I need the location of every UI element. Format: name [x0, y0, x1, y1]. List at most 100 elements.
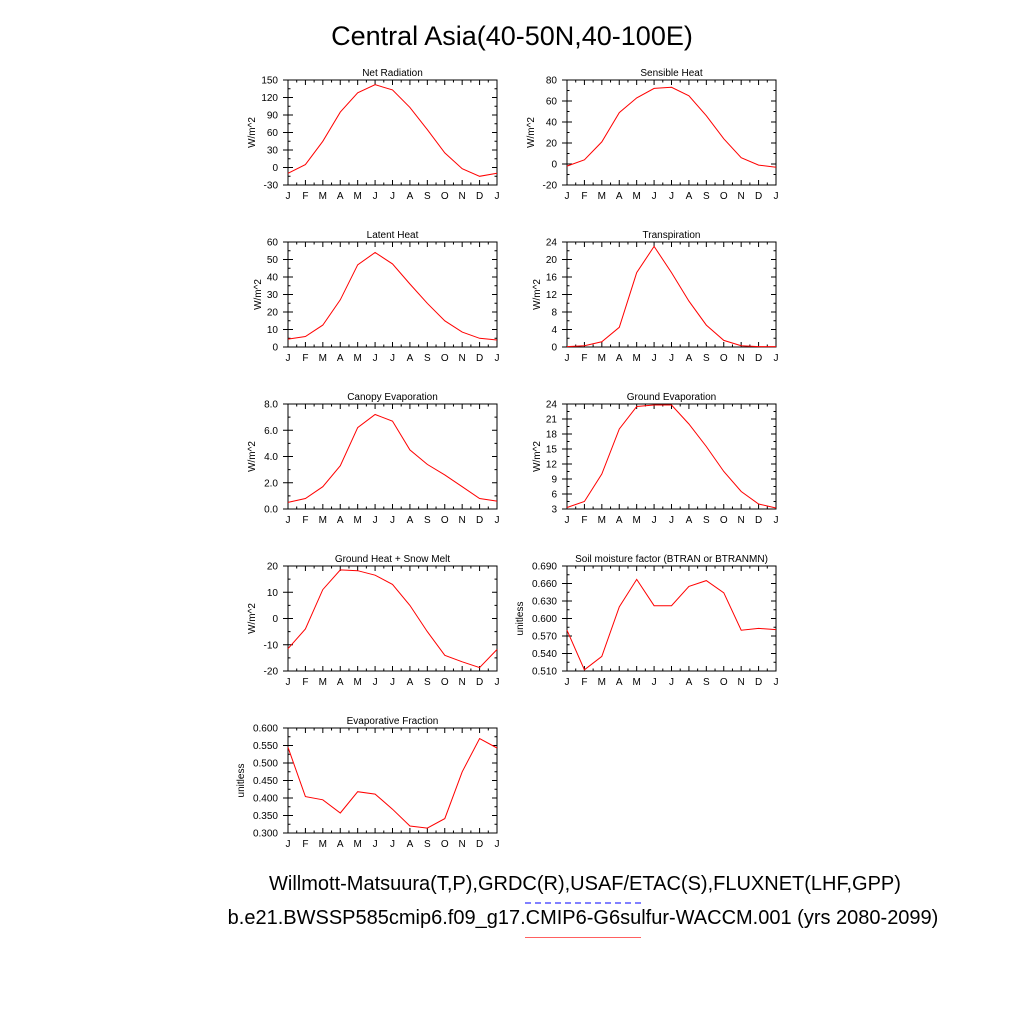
plot-frame	[566, 565, 777, 672]
x-tick-label: S	[703, 191, 710, 202]
data-point	[775, 507, 777, 509]
x-tick-label: A	[616, 515, 623, 526]
data-point	[478, 175, 480, 177]
x-tick-label: M	[319, 839, 327, 850]
y-axis-label: unitless	[515, 602, 526, 636]
x-tick-label: F	[581, 677, 587, 688]
y-tick-label: 0	[551, 343, 557, 354]
y-tick-label: 40	[267, 273, 279, 284]
series-line	[566, 86, 777, 168]
x-tick-label: M	[353, 839, 361, 850]
data-point	[444, 320, 446, 322]
x-tick-label: J	[286, 677, 291, 688]
y-tick-label: 10	[267, 588, 279, 599]
x-tick-label: O	[720, 515, 728, 526]
panel-title: Transpiration	[643, 230, 701, 241]
y-tick-label: 3	[551, 505, 557, 516]
x-tick-label: J	[495, 677, 500, 688]
y-axis-label: W/m^2	[526, 117, 537, 148]
x-tick-label: S	[424, 839, 431, 850]
y-tick-label: 50	[267, 255, 279, 266]
data-point	[461, 331, 463, 333]
data-point	[391, 420, 393, 422]
y-tick-label: 0.550	[253, 741, 278, 752]
data-point	[688, 423, 690, 425]
x-tick-label: D	[755, 677, 762, 688]
panel-title: Evaporative Fraction	[347, 716, 439, 727]
x-tick-label: A	[616, 191, 623, 202]
data-point	[670, 604, 672, 606]
data-point	[356, 791, 358, 793]
x-tick-label: M	[353, 353, 361, 364]
x-tick-label: J	[495, 515, 500, 526]
y-tick-label: 90	[267, 111, 279, 122]
x-tick-label: D	[476, 839, 483, 850]
x-tick-label: J	[669, 677, 674, 688]
data-point	[339, 464, 341, 466]
x-tick-label: M	[319, 515, 327, 526]
data-point	[409, 825, 411, 827]
x-tick-label: D	[755, 191, 762, 202]
data-point	[444, 654, 446, 656]
x-tick-label: J	[390, 191, 395, 202]
panel-title: Canopy Evaporation	[347, 392, 438, 403]
data-point	[635, 97, 637, 99]
data-point	[374, 83, 376, 85]
y-tick-label: 60	[267, 238, 279, 249]
y-tick-label: 20	[546, 255, 558, 266]
data-point	[635, 578, 637, 580]
x-tick-label: N	[459, 515, 466, 526]
x-tick-label: S	[424, 191, 431, 202]
y-axis-label: W/m^2	[247, 603, 258, 634]
x-tick-label: M	[353, 677, 361, 688]
data-point	[322, 485, 324, 487]
data-point	[740, 344, 742, 346]
x-tick-label: S	[424, 353, 431, 364]
data-point	[618, 111, 620, 113]
x-tick-label: J	[286, 839, 291, 850]
data-point	[304, 163, 306, 165]
data-point	[304, 795, 306, 797]
data-point	[391, 583, 393, 585]
series-line	[566, 578, 777, 671]
data-point	[478, 497, 480, 499]
y-tick-label: 6	[551, 490, 557, 501]
data-point	[391, 89, 393, 91]
data-point	[688, 95, 690, 97]
x-tick-label: A	[686, 677, 693, 688]
series-line	[287, 413, 498, 503]
data-point	[688, 300, 690, 302]
panel-title: Ground Evaporation	[627, 392, 717, 403]
data-point	[583, 500, 585, 502]
data-point	[775, 166, 777, 168]
x-tick-label: N	[738, 191, 745, 202]
data-point	[757, 164, 759, 166]
x-tick-label: F	[302, 191, 308, 202]
y-tick-label: 0.570	[532, 632, 557, 643]
x-tick-label: J	[652, 677, 657, 688]
y-tick-label: 2.0	[264, 478, 278, 489]
x-tick-label: J	[373, 839, 378, 850]
data-point	[287, 338, 289, 340]
x-tick-label: O	[720, 677, 728, 688]
y-axis-label: W/m^2	[247, 441, 258, 472]
data-point	[409, 449, 411, 451]
y-tick-label: 40	[546, 118, 558, 129]
data-point	[304, 497, 306, 499]
y-tick-label: 20	[267, 562, 279, 573]
x-tick-label: A	[407, 839, 414, 850]
data-point	[705, 445, 707, 447]
panel-title: Sensible Heat	[640, 68, 702, 79]
y-tick-label: 9	[551, 475, 557, 486]
y-tick-label: 21	[546, 415, 558, 426]
x-tick-label: M	[598, 191, 606, 202]
x-tick-label: M	[632, 353, 640, 364]
x-tick-label: A	[686, 515, 693, 526]
x-tick-label: N	[459, 191, 466, 202]
data-point	[339, 569, 341, 571]
